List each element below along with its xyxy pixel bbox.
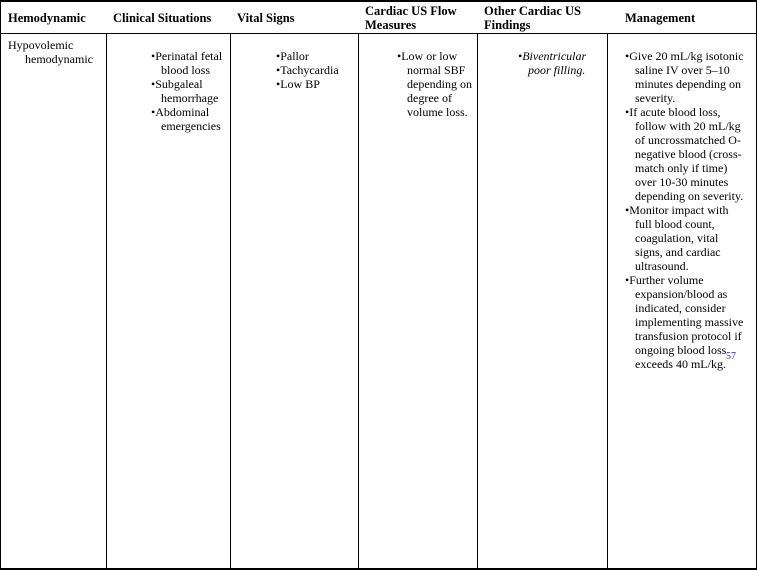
column-header-vital-signs: Vital Signs (230, 2, 358, 33)
list-item: Biventricular poor filling. (518, 49, 605, 77)
vital-signs-list: PallorTachycardiaLow BP (231, 49, 358, 91)
list-item: Tachycardia (276, 63, 356, 77)
hemodynamic-type-line1: Hypovolemic (8, 38, 74, 52)
column-header-hemodynamic: Hemodynamic (1, 2, 106, 33)
list-item: Low BP (276, 77, 356, 91)
column-header-clinical-situations: Clinical Situations (106, 2, 230, 33)
column-header-label: Management (625, 10, 696, 25)
table-row-hypovolemic: Hypovolemic hemodynamic Perinatal fetal … (1, 34, 756, 568)
cardiac-us-flow-measures-list: Low or low normal SBF depending on degre… (359, 49, 477, 119)
citation-link[interactable]: 57 (725, 351, 736, 362)
other-cardiac-us-findings-list: Biventricular poor filling. (478, 49, 607, 77)
list-item: If acute blood loss, follow with 20 mL/k… (625, 105, 748, 203)
list-item: Pallor (276, 49, 356, 63)
list-item: Perinatal fetal blood loss (151, 49, 228, 77)
column-header-label: Vital Signs (237, 10, 295, 25)
column-header-management: Management (607, 2, 756, 33)
list-item: Abdominal emergencies (151, 105, 228, 133)
column-header-label: Hemodynamic (8, 10, 86, 25)
hemodynamic-type-line2: hemodynamic (25, 52, 93, 66)
list-item: Subgaleal hemorrhage (151, 77, 228, 105)
column-header-label: Cardiac US Flow Measures (365, 3, 457, 32)
list-item: Further volume expansion/blood as indica… (625, 273, 748, 371)
cell-cardiac-us-flow-measures: Low or low normal SBF depending on degre… (358, 34, 477, 568)
cell-vital-signs: PallorTachycardiaLow BP (230, 34, 358, 568)
cell-hemodynamic: Hypovolemic hemodynamic (1, 34, 106, 568)
cell-other-cardiac-us-findings: Biventricular poor filling. (477, 34, 607, 568)
column-header-other-cardiac-us-findings: Other Cardiac US Findings (477, 2, 607, 33)
management-list: Give 20 mL/kg isotonic saline IV over 5–… (608, 49, 756, 371)
clinical-situations-list: Perinatal fetal blood lossSubgaleal hemo… (107, 49, 230, 133)
list-item: Low or low normal SBF depending on degre… (397, 49, 475, 119)
cell-management: Give 20 mL/kg isotonic saline IV over 5–… (607, 34, 756, 568)
column-header-label: Other Cardiac US Findings (484, 3, 581, 32)
cell-clinical-situations: Perinatal fetal blood lossSubgaleal hemo… (106, 34, 230, 568)
list-item: Monitor impact with full blood count, co… (625, 203, 748, 273)
list-item: Give 20 mL/kg isotonic saline IV over 5–… (625, 49, 748, 105)
column-header-cardiac-us-flow-measures: Cardiac US Flow Measures (358, 2, 477, 33)
table-header-row: Hemodynamic Clinical Situations Vital Si… (1, 2, 756, 34)
column-header-label: Clinical Situations (113, 10, 212, 25)
